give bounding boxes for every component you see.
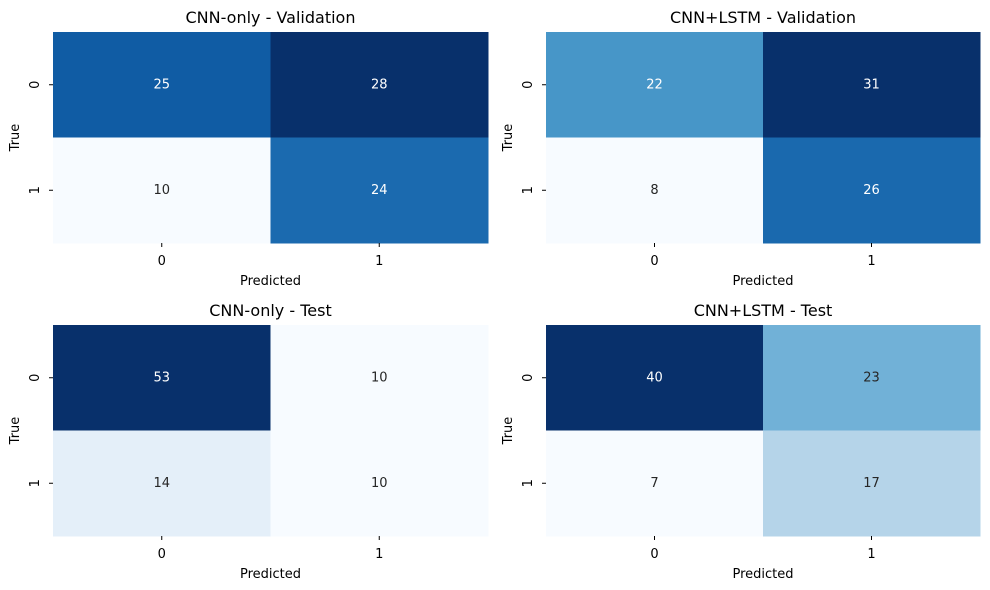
y-tick-label: 0: [521, 81, 536, 89]
heatmap-cell: [763, 32, 981, 138]
x-tick-label: 1: [867, 547, 875, 562]
cell-value-label: 10: [371, 370, 388, 385]
cell-value-label: 22: [646, 77, 663, 92]
y-tick-label: 0: [521, 374, 536, 382]
y-tick-label: 1: [521, 186, 536, 194]
y-tick-label: 1: [521, 479, 536, 487]
heatmap-panel-4: 40 23 7 17 CNN+LSTM - Test 0 1 Predicted 0 1 True: [501, 301, 981, 582]
cell-value-label: 23: [863, 370, 880, 385]
y-axis-label: True: [501, 417, 516, 446]
cell-value-label: 24: [371, 183, 388, 198]
y-tick-label: 0: [28, 374, 43, 382]
heatmap-cell: [546, 32, 764, 138]
heatmap-cell: [763, 137, 981, 244]
cell-value-label: 31: [863, 77, 880, 92]
cell-value-label: 14: [153, 476, 170, 491]
chart-title: CNN-only - Validation: [186, 8, 356, 27]
heatmap-cell: [53, 325, 271, 431]
cell-value-label: 8: [650, 183, 658, 198]
y-axis-label: True: [501, 124, 516, 153]
y-axis-label: True: [8, 417, 23, 446]
heatmap-cell: [763, 325, 981, 431]
cell-value-label: 26: [863, 183, 880, 198]
heatmap-cell: [546, 325, 764, 431]
cell-value-label: 53: [153, 370, 170, 385]
y-tick-label: 0: [28, 81, 43, 89]
heatmap-cell: [270, 137, 489, 244]
heatmap-cell: [763, 430, 981, 537]
x-axis-label: Predicted: [732, 567, 793, 582]
heatmap-panel-3: 53 10 14 10 CNN-only - Test 0 1 Predicted 0 1 True: [8, 301, 489, 582]
cell-value-label: 28: [371, 77, 388, 92]
x-tick-label: 0: [158, 254, 166, 269]
heatmap-cell: [546, 137, 764, 244]
heatmap-cell: [270, 325, 489, 431]
heatmap-cell: [53, 137, 271, 244]
x-tick-label: 0: [650, 254, 658, 269]
y-tick-label: 1: [28, 186, 43, 194]
cell-value-label: 10: [153, 183, 170, 198]
cell-value-label: 10: [371, 476, 388, 491]
cell-value-label: 25: [153, 77, 170, 92]
x-axis-label: Predicted: [240, 567, 301, 582]
x-tick-label: 0: [158, 547, 166, 562]
x-tick-label: 0: [650, 547, 658, 562]
y-axis-label: True: [8, 124, 23, 153]
x-tick-label: 1: [375, 254, 383, 269]
heatmap-cell: [270, 430, 489, 537]
chart-title: CNN-only - Test: [209, 301, 331, 320]
chart-title: CNN+LSTM - Validation: [670, 8, 856, 27]
y-tick-label: 1: [28, 479, 43, 487]
heatmap-cell: [53, 430, 271, 537]
x-axis-label: Predicted: [240, 274, 301, 289]
heatmap-cell: [53, 32, 271, 138]
x-tick-label: 1: [375, 547, 383, 562]
x-axis-label: Predicted: [732, 274, 793, 289]
x-tick-label: 1: [867, 254, 875, 269]
heatmap-cell: [546, 430, 764, 537]
cell-value-label: 40: [646, 370, 663, 385]
heatmap-panel-2: 22 31 8 26 CNN+LSTM - Validation 0 1 Predicted 0…: [501, 8, 981, 289]
chart-title: CNN+LSTM - Test: [694, 301, 833, 320]
cell-value-label: 17: [863, 476, 880, 491]
heatmap-cell: [270, 32, 489, 138]
cell-value-label: 7: [650, 476, 658, 491]
